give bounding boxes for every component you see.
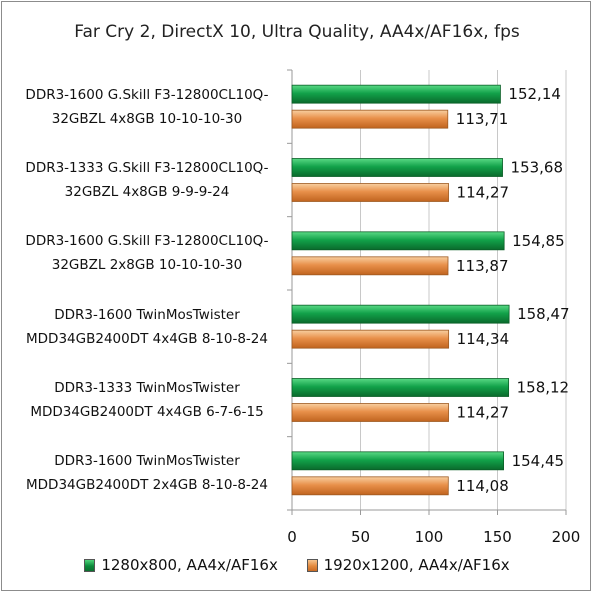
category-label-3: DDR3-1600 G.Skill F3-12800CL10Q- 32GBZL 2… — [2, 229, 292, 277]
bar-series-1-category-6 — [291, 451, 504, 471]
category-label-line: MDD34GB2400DT 2x4GB 8-10-8-24 — [26, 477, 268, 494]
legend-item-series-2: 1920x1200, AA4x/AF16x — [306, 556, 510, 574]
value-label-series-2-category-4: 114,34 — [457, 330, 510, 348]
legend-label-series-1: 1280x800, AA4x/AF16x — [101, 556, 278, 574]
category-label-1: DDR3-1600 G.Skill F3-12800CL10Q- 32GBZL 4… — [2, 83, 292, 131]
category-label-line: DDR3-1333 G.Skill F3-12800CL10Q- — [25, 160, 269, 176]
value-label-series-1-category-6: 154,45 — [512, 452, 565, 470]
bar-series-1-category-4 — [291, 304, 510, 324]
category-label-line: DDR3-1600 G.Skill F3-12800CL10Q- — [25, 86, 269, 103]
x-tick-label-150: 150 — [483, 528, 512, 546]
value-label-series-2-category-6: 114,08 — [456, 477, 509, 495]
category-label-line: DDR3-1600 G.Skill F3-12800CL10Q- — [25, 233, 269, 250]
bar-series-1-category-1 — [291, 84, 501, 104]
category-label-5: DDR3-1333 TwinMosTwister MDD34GB2400DT 4x… — [2, 376, 292, 424]
value-label-series-1-category-2: 153,68 — [511, 159, 564, 177]
bar-series-1-category-2 — [291, 158, 503, 177]
value-label-series-2-category-2: 114,27 — [457, 184, 510, 202]
value-label-series-1-category-3: 154,85 — [512, 232, 565, 250]
legend-swatch-orange — [306, 558, 318, 572]
bar-series-2-category-2 — [291, 183, 449, 202]
category-label-line: 32GBZL 4x8GB 10-10-10-30 — [51, 110, 243, 127]
bar-series-1-category-3 — [291, 231, 505, 251]
value-label-series-1-category-1: 152,14 — [508, 85, 560, 103]
value-label-series-2-category-1: 113,71 — [456, 110, 509, 128]
bar-series-2-category-5 — [291, 403, 449, 422]
category-label-line: DDR3-1333 TwinMosTwister — [54, 380, 240, 396]
x-tick-label-50: 50 — [351, 528, 370, 546]
value-label-series-2-category-5: 114,27 — [457, 404, 510, 422]
legend-item-series-1: 1280x800, AA4x/AF16x — [84, 556, 278, 574]
value-label-series-2-category-3: 113,87 — [456, 257, 509, 275]
value-label-series-1-category-4: 158,47 — [517, 305, 570, 323]
legend: 1280x800, AA4x/AF16x 1920x1200, AA4x/AF1… — [0, 556, 594, 576]
legend-label-series-2: 1920x1200, AA4x/AF16x — [323, 556, 510, 574]
category-label-line: DDR3-1600 TwinMosTwister — [54, 453, 240, 470]
bar-series-2-category-3 — [291, 256, 449, 276]
category-label-line: DDR3-1600 TwinMosTwister — [54, 306, 240, 323]
category-label-line: MDD34GB2400DT 4x4GB 6-7-6-15 — [30, 404, 264, 420]
x-tick-label-100: 100 — [415, 528, 444, 546]
category-label-line: 32GBZL 4x8GB 9-9-9-24 — [64, 184, 230, 200]
chart-title: Far Cry 2, DirectX 10, Ultra Quality, AA… — [74, 22, 520, 42]
x-tick-label-0: 0 — [287, 528, 297, 546]
bar-series-1-category-5 — [291, 378, 510, 397]
category-label-6: DDR3-1600 TwinMosTwister MDD34GB2400DT 2x… — [2, 449, 292, 497]
category-label-4: DDR3-1600 TwinMosTwister MDD34GB2400DT 4x… — [2, 303, 292, 351]
value-label-series-1-category-5: 158,12 — [517, 379, 570, 397]
category-label-line: MDD34GB2400DT 4x4GB 8-10-8-24 — [26, 330, 268, 347]
x-tick-label-200: 200 — [552, 528, 581, 546]
bar-series-2-category-4 — [291, 329, 450, 349]
bar-series-2-category-1 — [291, 109, 449, 129]
bar-series-2-category-6 — [291, 476, 449, 496]
legend-swatch-green — [84, 558, 96, 572]
category-label-line: 32GBZL 2x8GB 10-10-10-30 — [51, 257, 243, 274]
category-label-2: DDR3-1333 G.Skill F3-12800CL10Q- 32GBZL 4… — [2, 156, 292, 204]
